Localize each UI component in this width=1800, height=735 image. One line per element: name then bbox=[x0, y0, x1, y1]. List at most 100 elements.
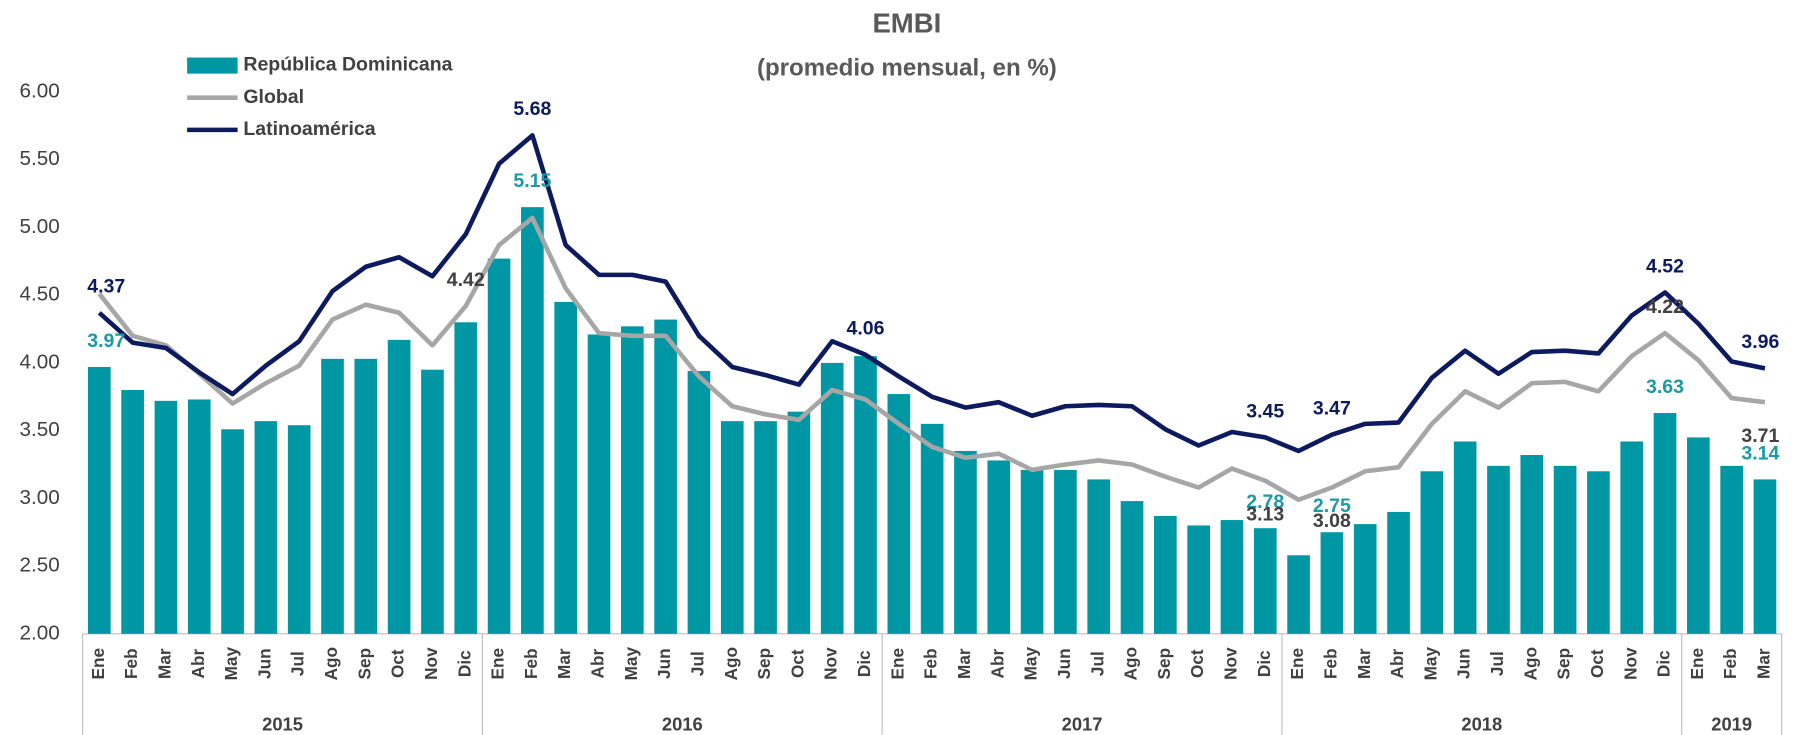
y-tick-label: 2.00 bbox=[19, 621, 59, 644]
bar bbox=[1054, 469, 1077, 634]
x-tick-label: Abr bbox=[188, 649, 208, 679]
bar bbox=[920, 423, 944, 634]
bar bbox=[1653, 413, 1677, 634]
bar bbox=[354, 358, 378, 634]
x-tick-label: Jul bbox=[1087, 651, 1107, 676]
x-tick-label: Dic bbox=[454, 650, 474, 677]
y-tick-label: 3.00 bbox=[19, 486, 59, 509]
data-label: 3.63 bbox=[1646, 376, 1684, 398]
x-tick-label: Ene bbox=[887, 648, 907, 680]
y-tick-label: 3.50 bbox=[19, 418, 59, 441]
bar bbox=[1154, 515, 1177, 634]
data-label: 4.52 bbox=[1646, 255, 1684, 277]
x-tick-label: Sep bbox=[754, 648, 774, 680]
bar bbox=[321, 358, 344, 634]
bar bbox=[1287, 555, 1310, 634]
data-label: 3.08 bbox=[1313, 510, 1351, 532]
chart-title: EMBI bbox=[872, 8, 941, 39]
bar bbox=[554, 301, 578, 634]
bar bbox=[1320, 532, 1344, 634]
bar bbox=[587, 334, 611, 634]
x-tick-label: Mar bbox=[1754, 648, 1774, 679]
x-tick-label: Feb bbox=[521, 648, 541, 679]
data-label: 3.13 bbox=[1246, 503, 1284, 525]
bar bbox=[1187, 525, 1210, 634]
data-label: 3.96 bbox=[1741, 331, 1779, 353]
data-label: 3.45 bbox=[1246, 400, 1284, 422]
data-label: 3.47 bbox=[1313, 398, 1351, 420]
x-tick-label: Jun bbox=[1054, 648, 1074, 679]
x-tick-label: Nov bbox=[821, 647, 841, 680]
bar bbox=[1253, 528, 1277, 634]
x-tick-label: Nov bbox=[1620, 647, 1640, 680]
x-tick-label: Jul bbox=[1487, 651, 1507, 676]
data-label: 4.06 bbox=[847, 318, 885, 340]
x-tick-label: Oct bbox=[388, 649, 408, 678]
bar bbox=[387, 339, 411, 634]
data-label: 2.78 bbox=[1246, 491, 1284, 513]
x-tick-label: Jun bbox=[1454, 648, 1474, 679]
x-tick-label: Ene bbox=[1287, 648, 1307, 680]
x-tick-label: Nov bbox=[1221, 647, 1241, 680]
x-tick-label: Mar bbox=[954, 648, 974, 679]
x-tick-label: Abr bbox=[987, 649, 1007, 679]
year-label: 2016 bbox=[662, 714, 703, 735]
legend-label: Global bbox=[243, 86, 304, 108]
bar bbox=[521, 207, 544, 634]
year-label: 2018 bbox=[1461, 714, 1502, 735]
x-tick-label: Ago bbox=[1121, 647, 1141, 680]
bar bbox=[787, 411, 811, 634]
legend-label: República Dominicana bbox=[243, 54, 452, 76]
bar bbox=[1220, 520, 1244, 634]
bar bbox=[1753, 479, 1777, 634]
year-label: 2019 bbox=[1711, 714, 1752, 735]
bar bbox=[287, 425, 311, 634]
x-tick-label: Ago bbox=[321, 647, 341, 680]
bar bbox=[121, 390, 144, 634]
data-label: 2.75 bbox=[1313, 495, 1351, 517]
bar bbox=[1553, 465, 1577, 634]
bar bbox=[1087, 479, 1111, 634]
x-tick-label: Abr bbox=[588, 649, 608, 679]
bar bbox=[854, 356, 877, 634]
bar bbox=[221, 429, 244, 634]
bar bbox=[1687, 437, 1710, 634]
x-tick-label: Oct bbox=[1587, 649, 1607, 678]
x-tick-label: Ago bbox=[1520, 647, 1540, 680]
bar bbox=[1353, 524, 1377, 634]
year-label: 2017 bbox=[1062, 714, 1103, 735]
y-tick-label: 5.50 bbox=[19, 147, 59, 170]
bar bbox=[754, 421, 777, 634]
bar bbox=[720, 421, 744, 634]
x-tick-label: May bbox=[1021, 647, 1041, 681]
bar bbox=[954, 450, 977, 634]
bar bbox=[1120, 501, 1144, 634]
x-tick-label: Abr bbox=[1387, 649, 1407, 679]
bar bbox=[1587, 471, 1610, 634]
y-tick-label: 4.00 bbox=[19, 350, 59, 373]
bar bbox=[1453, 441, 1477, 634]
bar bbox=[1720, 465, 1743, 634]
x-tick-label: Nov bbox=[421, 647, 441, 680]
bar bbox=[1387, 511, 1410, 634]
x-tick-label: Sep bbox=[1154, 648, 1174, 680]
bar bbox=[487, 258, 511, 634]
data-label: 4.37 bbox=[87, 276, 125, 298]
bar bbox=[254, 421, 278, 634]
x-tick-label: Ene bbox=[488, 648, 508, 680]
bar bbox=[654, 319, 677, 634]
data-label: 5.68 bbox=[513, 98, 551, 120]
y-tick-label: 2.50 bbox=[19, 554, 59, 577]
x-tick-label: Jul bbox=[687, 651, 707, 676]
y-tick-label: 5.00 bbox=[19, 215, 59, 238]
x-tick-label: Jun bbox=[254, 648, 274, 679]
bar bbox=[1620, 441, 1644, 634]
bar bbox=[620, 326, 644, 634]
data-label: 4.22 bbox=[1646, 296, 1684, 318]
data-label: 3.71 bbox=[1741, 425, 1779, 447]
x-tick-label: Mar bbox=[154, 648, 174, 679]
x-tick-label: Mar bbox=[554, 648, 574, 679]
bar bbox=[820, 362, 844, 634]
x-tick-label: Feb bbox=[1720, 648, 1740, 679]
x-tick-label: May bbox=[221, 647, 241, 681]
